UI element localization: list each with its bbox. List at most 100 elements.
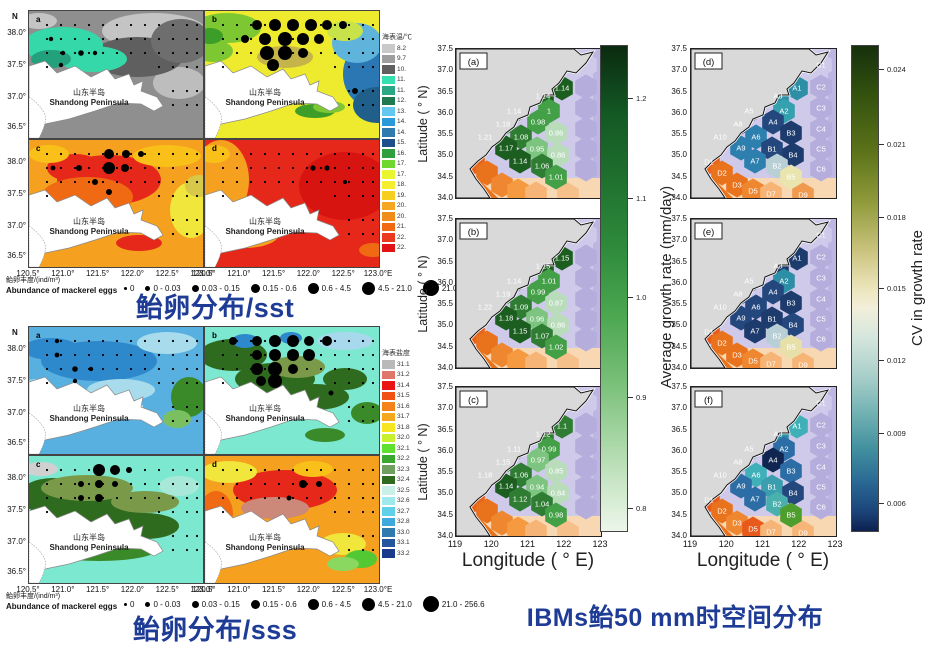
station-dot	[87, 339, 91, 343]
abundance-class: 0.15 - 0.6	[250, 599, 297, 609]
lat-tick: 36.5	[437, 86, 453, 96]
legend-entry: 32.0	[382, 433, 432, 442]
abundance-dot	[328, 390, 334, 396]
legend-entry: 31.5	[382, 391, 432, 400]
legend-value: 32.6	[397, 497, 410, 505]
station-dot	[129, 166, 133, 170]
station-dot	[371, 367, 375, 371]
station-dot	[129, 180, 133, 184]
station-dot	[291, 37, 295, 41]
legend-value: 33.2	[397, 549, 410, 557]
station-dot	[171, 339, 175, 343]
bg-cell	[575, 156, 597, 182]
lat-tick: 36.5	[671, 424, 687, 434]
station-dot	[185, 510, 189, 514]
colorbar-tick-label: 0.012	[887, 356, 906, 366]
station-dot	[157, 166, 161, 170]
cv-cell-B3	[780, 120, 802, 146]
bg-cell	[575, 433, 597, 459]
station-dot	[221, 353, 225, 357]
station-dot	[347, 152, 351, 156]
station-dot	[263, 353, 267, 357]
station-dot	[115, 152, 119, 156]
station-dot	[371, 37, 375, 41]
contour-blob	[205, 40, 233, 62]
station-dot	[87, 23, 91, 27]
station-dot	[319, 468, 323, 472]
cv-cell-label: A4	[768, 288, 777, 297]
station-dot	[185, 482, 189, 486]
legend-swatch	[382, 159, 395, 168]
station-dot	[143, 353, 147, 357]
station-dot	[157, 510, 161, 514]
colorbar-tick	[879, 360, 884, 362]
growth-cell-value: 1.01	[549, 173, 564, 182]
station-dot	[59, 152, 63, 156]
panel-letter: b	[212, 15, 217, 24]
abundance-dot	[304, 336, 314, 346]
legend-swatch	[382, 496, 395, 505]
station-dot	[157, 65, 161, 69]
station-dot	[221, 381, 225, 385]
station-dot	[185, 23, 189, 27]
station-dot	[101, 367, 105, 371]
lon-tick: 121.0°	[51, 585, 75, 594]
lat-axis-label: Latitude ( ° N)	[416, 255, 430, 333]
lat-tick: 34.0	[671, 363, 687, 372]
growth-cell-value: 0.84	[551, 489, 566, 498]
bg-cell	[575, 265, 597, 291]
station-dot	[221, 51, 225, 55]
abundance-dot-icon	[362, 281, 376, 295]
contour-blob	[205, 461, 257, 483]
lat-tick: 37.5	[671, 214, 687, 223]
legend-value: 20.	[397, 212, 407, 220]
region-label-en: Shandong Peninsula	[225, 98, 305, 107]
legend-value: 17.	[397, 160, 407, 168]
contour-blob	[111, 491, 179, 513]
abundance-class: 4.5 - 21.0	[362, 597, 412, 611]
region-label-en: Shandong Peninsula	[225, 227, 305, 236]
growth-cell-B5	[545, 502, 567, 528]
lat-tick: 35.5	[437, 129, 453, 139]
bg-cell	[575, 412, 597, 438]
station-dot	[73, 37, 77, 41]
legend-value: 14.	[397, 118, 407, 126]
bg-cell	[507, 516, 529, 536]
station-dot	[221, 339, 225, 343]
colorbar-tick	[879, 217, 884, 219]
station-dot	[371, 496, 375, 500]
abundance-dot-icon	[191, 600, 199, 608]
panel-label-box	[694, 222, 723, 240]
cv-cell-label: A2	[779, 277, 788, 286]
cv-cell-label: C2	[816, 421, 826, 430]
growth-cell-value: 0.86	[551, 321, 566, 330]
station-dot	[319, 367, 323, 371]
legend-value: 21.	[397, 223, 407, 231]
cv-cell-label: C1	[816, 61, 826, 70]
contour-blob	[41, 475, 133, 501]
station-dot	[157, 353, 161, 357]
cv-cell-label: A4	[768, 456, 777, 465]
legend-swatch	[382, 212, 395, 221]
growth-cell-A7	[509, 148, 531, 174]
growth-panel-a: 1.14 1.14 1.14 1 1.18 0.98 1.21 1.08 0.86 1.17 0.9…	[455, 48, 602, 199]
land-area	[456, 49, 595, 198]
station-dot	[143, 482, 147, 486]
lon-tick: 120	[718, 539, 734, 549]
station-dot	[59, 468, 63, 472]
legend-entry: 17.	[382, 170, 432, 179]
lon-tick: 122.0°	[296, 585, 320, 594]
cv-cell-label: A3	[773, 262, 782, 271]
growth-cell-B5	[545, 164, 567, 190]
panel-letter: a	[36, 15, 41, 24]
land-area	[456, 387, 595, 536]
color-legend: 海表盐度 31.1 31.2 31.4 31.5 31.6 31.7 31.8 32.0 32.1…	[382, 348, 432, 560]
legend-value: 22.	[397, 244, 407, 252]
station-dot	[263, 180, 267, 184]
station-dot	[361, 381, 365, 385]
station-dot	[263, 496, 267, 500]
station-dot	[87, 166, 91, 170]
lon-tick: 122	[556, 539, 572, 549]
lat-tick: 37.0	[671, 403, 687, 413]
